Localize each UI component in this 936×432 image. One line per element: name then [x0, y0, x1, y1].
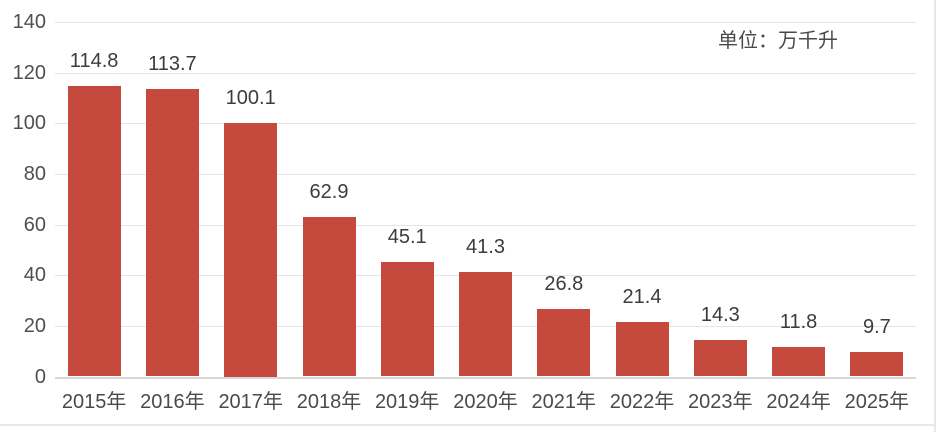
- x-axis-line: [55, 376, 916, 379]
- y-axis-tick-label: 140: [12, 11, 46, 33]
- x-axis-category-label: 2024年: [766, 391, 831, 413]
- bar: [459, 271, 512, 377]
- bar-value-label: 21.4: [622, 286, 662, 309]
- bar: [145, 88, 199, 377]
- gridline: [55, 22, 916, 23]
- x-axis-category-label: 2019年: [374, 391, 440, 413]
- x-axis-category-label: 2017年: [218, 391, 283, 413]
- x-axis-category-label: 2022年: [609, 391, 675, 413]
- x-axis-category-label: 2016年: [140, 391, 205, 413]
- x-axis-category-label: 2018年: [296, 391, 362, 413]
- bar-value-label: 14.3: [700, 304, 740, 327]
- bar-value-label: 26.8: [544, 272, 584, 295]
- bar: [850, 351, 904, 377]
- bar: [772, 346, 826, 377]
- y-axis-tick-label: 100: [12, 112, 46, 135]
- bar-value-label: 9.7: [862, 315, 891, 338]
- x-axis-category-label: 2015年: [61, 391, 127, 413]
- bar: [302, 217, 356, 377]
- x-axis-category-label: 2020年: [453, 391, 518, 413]
- bar-value-label: 100.1: [225, 87, 276, 109]
- y-axis-tick-label: 120: [12, 61, 46, 84]
- gridline: [55, 72, 916, 74]
- y-axis-tick-label: 80: [23, 162, 46, 185]
- gridline: [55, 123, 916, 125]
- bar-value-label: 62.9: [309, 181, 349, 204]
- bar: [380, 262, 434, 377]
- x-axis-category-label: 2023年: [688, 391, 753, 413]
- bar-value-label: 45.1: [387, 226, 427, 249]
- y-axis-tick-label: 20: [23, 314, 46, 337]
- bar-value-label: 11.8: [779, 310, 818, 333]
- chart-frame-border-right: [934, 0, 936, 432]
- unit-label: 单位：万千升: [718, 30, 838, 52]
- bar: [537, 308, 591, 377]
- y-axis-tick-label: 40: [23, 264, 46, 287]
- bar: [224, 123, 278, 377]
- bar-value-label: 113.7: [148, 52, 197, 75]
- bar-value-label: 114.8: [69, 49, 119, 72]
- gridline: [55, 173, 916, 175]
- bar: [615, 322, 669, 377]
- bar-value-label: 41.3: [466, 235, 505, 258]
- chart-frame-border-bottom: [0, 424, 936, 426]
- x-axis-category-label: 2025年: [844, 391, 910, 413]
- x-axis-category-label: 2021年: [531, 391, 597, 413]
- y-axis-tick-label: 0: [34, 365, 46, 388]
- gridline: [55, 224, 916, 226]
- bar: [67, 85, 121, 377]
- bar: [693, 340, 747, 377]
- y-axis-tick-label: 60: [23, 213, 46, 236]
